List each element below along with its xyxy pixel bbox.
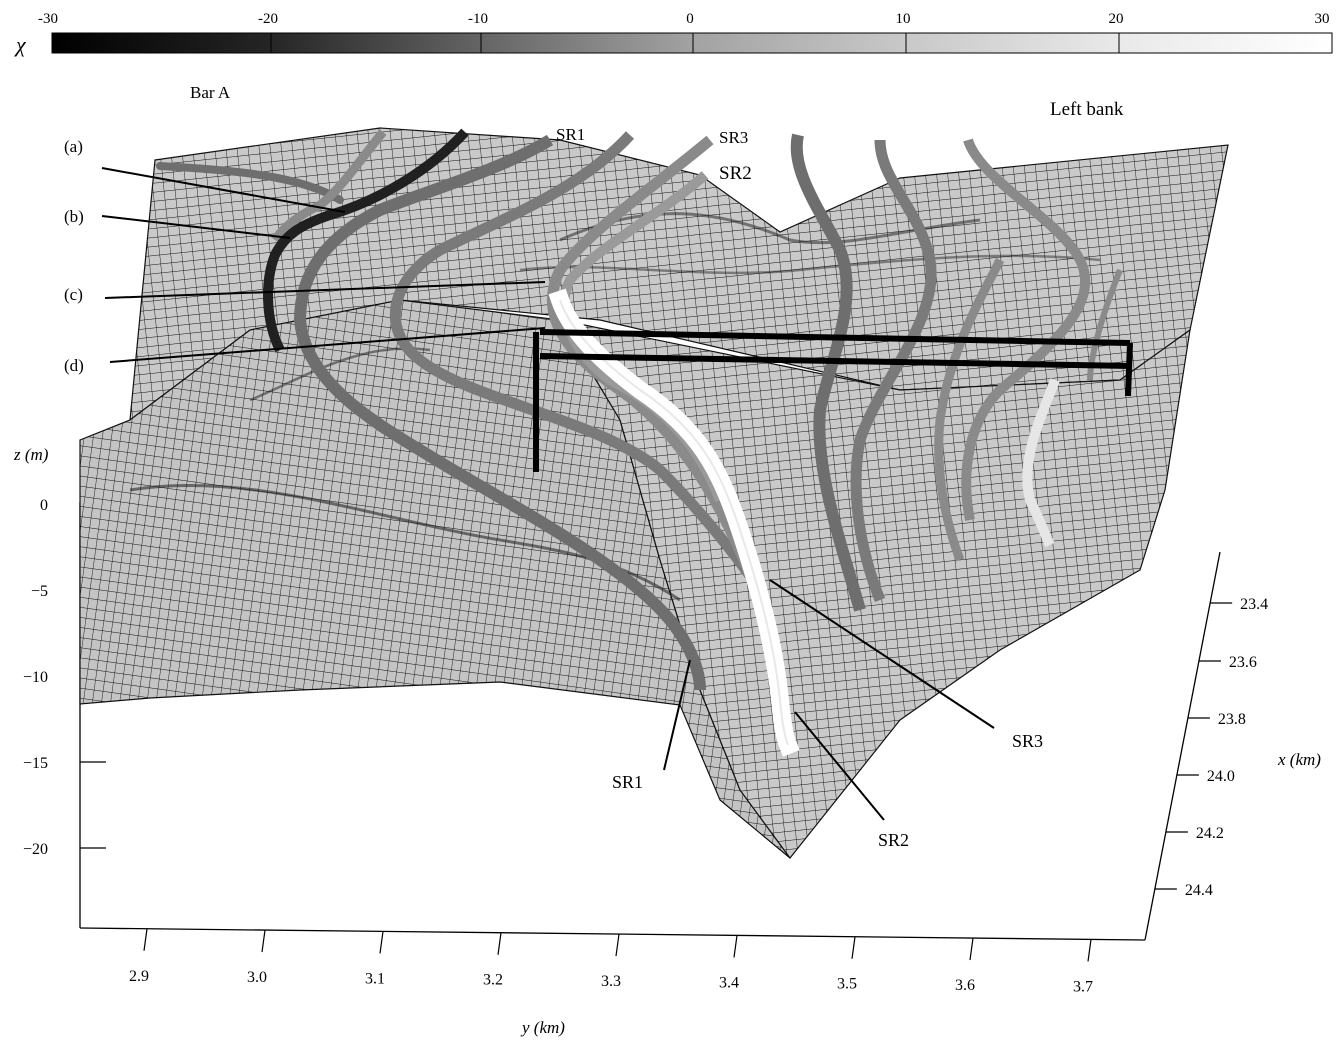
ribbon-right-5 xyxy=(1022,378,1060,548)
colorbar-tick-labels: -30 -20 -10 0 10 20 30 xyxy=(38,11,1330,27)
leader-sr3-bottom xyxy=(769,579,995,729)
y-tick-label: 3.2 xyxy=(483,972,503,989)
x-axis-label: x (km) xyxy=(1277,750,1321,769)
label-sr2-bottom: SR2 xyxy=(878,830,909,850)
y-tick-mark xyxy=(733,935,738,958)
label-sr1-top: SR1 xyxy=(556,125,585,144)
colorbar: -30 -20 -10 0 10 20 30 χ xyxy=(14,11,1333,57)
y-tick-label: 3.6 xyxy=(955,977,975,994)
y-tick-label: 2.9 xyxy=(129,968,149,985)
frame-bottom xyxy=(539,353,1133,369)
ribbon-sr1 xyxy=(293,134,706,691)
y-tick-label: 3.7 xyxy=(1073,978,1093,995)
bathymetry-surface xyxy=(79,127,1229,859)
y-tick-mark xyxy=(615,933,620,957)
colorbar-tick-label: -30 xyxy=(38,11,58,27)
label-sr3-top: SR3 xyxy=(719,128,748,147)
y-axis-ticks: 2.9 3.0 3.1 3.2 3.3 3.4 3.5 3.6 3.7 xyxy=(129,928,1093,995)
ribbon-dark-b xyxy=(263,128,469,353)
y-tick-mark xyxy=(851,936,856,959)
ribbon-right-4 xyxy=(934,257,1005,562)
z-axis-label: z (m) xyxy=(13,445,49,464)
y-axis-line xyxy=(79,927,1146,941)
ribbon-right-6 xyxy=(1087,268,1123,381)
label-sr1-bottom: SR1 xyxy=(612,772,643,792)
leader-sr2-bottom xyxy=(794,711,885,821)
x-tick-label: 23.4 xyxy=(1240,596,1268,613)
z-tick-label: −20 xyxy=(23,841,48,858)
x-tick-label: 23.8 xyxy=(1218,711,1246,728)
leader-lines xyxy=(101,167,995,821)
leader-b xyxy=(101,215,291,239)
colorbar-tick-marks xyxy=(270,33,1120,53)
y-tick-mark xyxy=(379,931,384,954)
ribbon-right-1 xyxy=(790,133,866,612)
relief-band-2 xyxy=(559,212,981,245)
x-tick-label: 24.0 xyxy=(1207,768,1235,785)
colorbar-tick-label: 10 xyxy=(896,11,911,27)
cross-section-frame xyxy=(533,329,1133,472)
frame-top xyxy=(539,329,1131,346)
x-axis-ticks: 23.4 23.6 23.8 24.0 24.2 24.4 xyxy=(1154,596,1268,899)
y-tick-label: 3.1 xyxy=(365,970,385,987)
label-b: (b) xyxy=(64,207,84,226)
annotations: Bar A Left bank (a) (b) (c) (d) SR1 SR3 … xyxy=(64,83,1124,850)
label-left-bank: Left bank xyxy=(1050,99,1124,120)
relief-band-3 xyxy=(519,254,1101,275)
streamlines xyxy=(156,128,1123,757)
y-tick-mark xyxy=(143,928,148,951)
ribbon-right-3 xyxy=(961,138,1091,521)
y-tick-mark xyxy=(1087,939,1092,962)
leader-c xyxy=(104,281,546,299)
y-tick-label: 3.0 xyxy=(247,969,267,986)
y-tick-mark xyxy=(261,930,266,953)
frame-right-post xyxy=(1125,342,1133,397)
colorbar-gradient xyxy=(51,32,1333,54)
colorbar-tick-label: 0 xyxy=(686,11,694,27)
y-tick-label: 3.4 xyxy=(719,974,739,991)
y-tick-label: 3.3 xyxy=(601,973,621,990)
z-tick-label: −10 xyxy=(23,669,48,686)
z-tick-label: 0 xyxy=(40,497,48,514)
colorbar-tick-label: 20 xyxy=(1109,11,1124,27)
z-tick-label: −5 xyxy=(31,583,48,600)
ribbon-white-edge xyxy=(559,299,789,746)
ribbon-a-b xyxy=(271,129,387,243)
y-tick-mark xyxy=(969,937,974,961)
y-tick-mark xyxy=(497,932,502,955)
ribbon-mid-1 xyxy=(389,131,765,594)
x-tick-label: 24.2 xyxy=(1196,825,1224,842)
label-sr3-bottom: SR3 xyxy=(1012,731,1043,751)
y-tick-label: 3.5 xyxy=(837,976,857,993)
colorbar-tick-label: 30 xyxy=(1315,11,1330,27)
label-c: (c) xyxy=(64,285,83,304)
ribbon-sr3 xyxy=(547,135,766,602)
leader-sr1-bottom xyxy=(663,659,691,771)
x-axis-line xyxy=(1144,551,1221,941)
label-a: (a) xyxy=(64,137,83,156)
ribbon-right-2 xyxy=(850,139,937,603)
leader-d xyxy=(109,327,546,363)
z-tick-label: −15 xyxy=(23,755,48,772)
ribbon-top-left xyxy=(156,162,344,204)
leader-a xyxy=(101,167,346,213)
label-d: (d) xyxy=(64,356,84,375)
label-bar-a: Bar A xyxy=(190,83,231,102)
x-tick-label: 24.4 xyxy=(1185,882,1213,899)
x-tick-label: 23.6 xyxy=(1229,654,1257,671)
y-axis-label: y (km) xyxy=(520,1018,565,1037)
colorbar-symbol: χ xyxy=(14,32,27,57)
label-sr2-top: SR2 xyxy=(719,163,752,184)
colorbar-tick-label: -20 xyxy=(258,11,278,27)
colorbar-tick-label: -10 xyxy=(468,11,488,27)
